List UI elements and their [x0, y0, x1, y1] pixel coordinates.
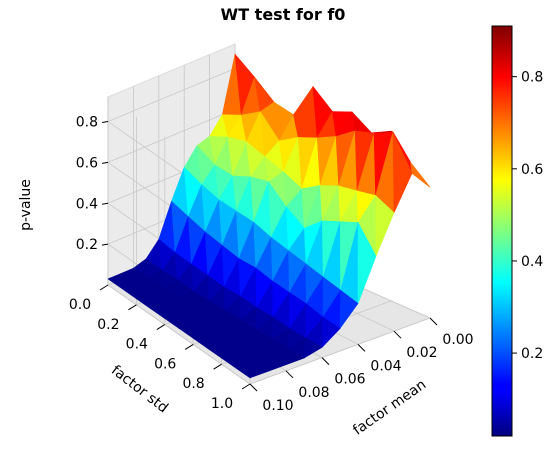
- y-tick-label: 0.2: [97, 317, 119, 333]
- grid-line-x-floor: [107, 284, 251, 385]
- x-tick-mark: [321, 357, 330, 365]
- y-tick-label: 0.4: [126, 337, 148, 353]
- x-tick-mark: [285, 370, 294, 379]
- z-tick-label: 0.4: [76, 196, 98, 212]
- x-tick-label: 0.06: [334, 372, 365, 388]
- surface-facet: [375, 195, 395, 257]
- grid-line-z-back: [107, 68, 236, 122]
- grid-line-y-floor: [249, 317, 431, 385]
- z-tick-label: 0.6: [76, 155, 98, 171]
- surface-facet: [303, 337, 323, 359]
- x-tick-mark: [357, 344, 366, 352]
- surface-facet: [357, 222, 377, 304]
- grid-line-z-back: [107, 109, 236, 163]
- surface-facet: [392, 131, 413, 213]
- chart-title: WT test for f0: [221, 5, 346, 24]
- y-tick-mark: [99, 284, 109, 291]
- z-tick-label: 0.2: [76, 237, 98, 253]
- z-tick-mark: [101, 202, 109, 205]
- y-tick-label: 0.6: [154, 356, 176, 372]
- x-tick-mark: [249, 383, 258, 392]
- x-tick-label: 0.08: [298, 385, 329, 401]
- colorbar: 0.2 0.4 0.6 0.8: [491, 25, 543, 437]
- y-tick-label: 0.0: [69, 297, 91, 313]
- z-tick-label: 0.8: [76, 115, 98, 131]
- surface-facet: [249, 361, 269, 379]
- z-tick-mark: [101, 243, 109, 246]
- y-tick-mark: [128, 304, 137, 311]
- y-tick-mark: [241, 383, 251, 390]
- x-tick-label: 0.10: [262, 398, 293, 414]
- surface-facet: [285, 348, 305, 366]
- x-tick-label: 0.04: [370, 358, 401, 374]
- z-tick-mark: [101, 161, 109, 164]
- surface-facet: [321, 316, 341, 348]
- x-tick-label: 0.02: [406, 345, 437, 361]
- surface-facet: [410, 162, 431, 188]
- y-tick-mark: [184, 343, 194, 350]
- x-tick-label: 0.00: [442, 332, 473, 348]
- axis-ticks: 0.00 0.02 0.04 0.06 0.08 0.10 0.0 0.2 0.4 0.6 0.8 1…: [69, 115, 474, 414]
- y-tick-label: 1.0: [211, 396, 233, 412]
- y-tick-mark: [213, 363, 222, 370]
- x-tick-mark: [429, 317, 438, 326]
- colorbar-tick-label: 0.2: [521, 346, 543, 362]
- z-tick-mark: [101, 121, 109, 124]
- surface-facet: [339, 289, 359, 329]
- x-tick-mark: [393, 330, 402, 339]
- surface-facet: [351, 111, 372, 134]
- surface-plot: [107, 53, 431, 379]
- surface-facet: [267, 354, 287, 372]
- y-tick-label: 0.8: [182, 376, 204, 392]
- colorbar-tick-label: 0.4: [521, 254, 543, 270]
- y-tick-mark: [156, 324, 166, 331]
- colorbar-tick-label: 0.6: [521, 162, 543, 178]
- colorbar-gradient: [491, 25, 513, 437]
- colorbar-tick-label: 0.8: [521, 70, 543, 86]
- z-axis-label: p-value: [18, 179, 34, 231]
